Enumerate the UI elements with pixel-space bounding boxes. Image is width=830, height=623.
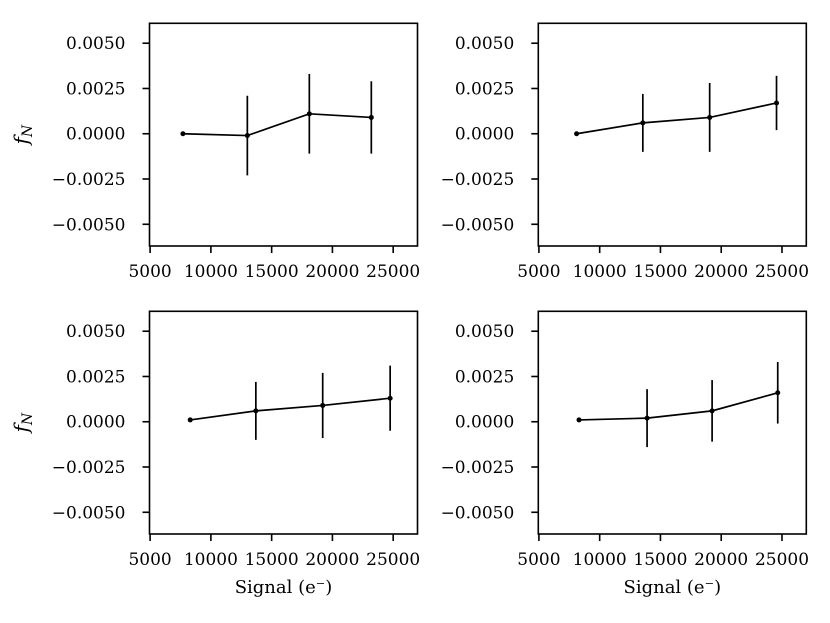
x-tick-label: 15000 [633,262,687,282]
data-point-marker [180,131,186,137]
x-tick-label: 10000 [184,550,238,570]
y-tick-label: −0.0050 [52,215,126,235]
y-tick-label: −0.0025 [52,170,126,190]
series-median-nonlinearity [576,361,781,448]
y-tick-label: 0.0000 [455,125,514,145]
x-tick-label: 25000 [366,262,420,282]
x-tick-label: 20000 [305,550,359,570]
data-point-marker [576,417,582,423]
series-median-nonlinearity [574,75,780,152]
subplot-bottom-right: 5000 10000 15000 20000 25000 0.0050 0.0025 0.00… [441,310,809,598]
y-tick-label: 0.0000 [66,125,125,145]
axes-box [148,22,419,247]
y-tick-label: −0.0050 [441,215,515,235]
data-line [190,397,391,421]
subplot-top-right: 5000 10000 15000 20000 25000 0.0050 0.0025 0.00… [441,22,809,282]
x-tick-label: 20000 [694,262,748,282]
data-line [576,102,777,135]
data-point-marker [707,114,713,120]
data-point-marker [253,408,259,414]
data-point-marker [774,100,780,106]
axes-box [537,22,808,247]
series-median-nonlinearity [187,365,393,440]
data-line [182,112,372,137]
x-tick-label: 25000 [755,262,809,282]
x-tick-label: 5000 [128,262,171,282]
y-axis-label: fN [9,412,36,434]
data-line [578,391,778,421]
y-tick-label: −0.0050 [441,503,515,523]
x-tick-label: 5000 [128,550,171,570]
subplot-bottom-left: 5000 10000 15000 20000 25000 0.0050 0.0025 0.00… [9,310,420,598]
y-tick-label: 0.0050 [66,34,125,54]
x-tick-label: 20000 [305,262,359,282]
data-point-marker [320,402,326,408]
x-tick-label: 15000 [245,550,299,570]
x-tick-label: 15000 [245,262,299,282]
y-tick-label: 0.0025 [66,79,125,99]
y-tick-label: 0.0025 [455,367,514,387]
y-tick-label: −0.0025 [52,458,126,478]
x-tick-label: 25000 [366,550,420,570]
y-tick-label: 0.0000 [66,413,125,433]
x-axis-label: Signal (e⁻) [623,577,721,598]
data-point-marker [387,395,393,401]
y-tick-label: 0.0050 [66,322,125,342]
subplot-top-left: 5000 10000 15000 20000 25000 0.0050 0.0025 0.00… [9,22,420,282]
y-tick-label: −0.0050 [52,503,126,523]
y-tick-label: 0.0050 [455,322,514,342]
data-point-marker [640,120,646,126]
y-tick-label: 0.0050 [455,34,514,54]
x-tick-label: 10000 [573,262,627,282]
x-axis-label: Signal (e⁻) [235,577,333,598]
x-tick-label: 5000 [517,550,560,570]
data-point-marker [368,114,374,120]
data-point-marker [709,408,715,414]
x-tick-label: 5000 [517,262,560,282]
series-median-nonlinearity [180,73,374,176]
data-point-marker [244,133,250,139]
x-tick-label: 20000 [694,550,748,570]
axes-box [148,310,419,535]
y-tick-label: −0.0025 [441,458,515,478]
axes-box [537,310,808,535]
data-point-marker [574,131,580,137]
y-tick-label: 0.0025 [455,79,514,99]
data-point-marker [306,111,312,117]
y-axis-label: fN [9,124,36,146]
data-point-marker [775,390,781,396]
y-tick-label: 0.0025 [66,367,125,387]
y-tick-label: 0.0000 [455,413,514,433]
x-tick-label: 10000 [184,262,238,282]
y-tick-label: −0.0025 [441,170,515,190]
x-tick-label: 25000 [755,550,809,570]
data-point-marker [187,417,193,423]
data-point-marker [644,415,650,421]
x-tick-label: 10000 [573,550,627,570]
x-tick-label: 15000 [633,550,687,570]
